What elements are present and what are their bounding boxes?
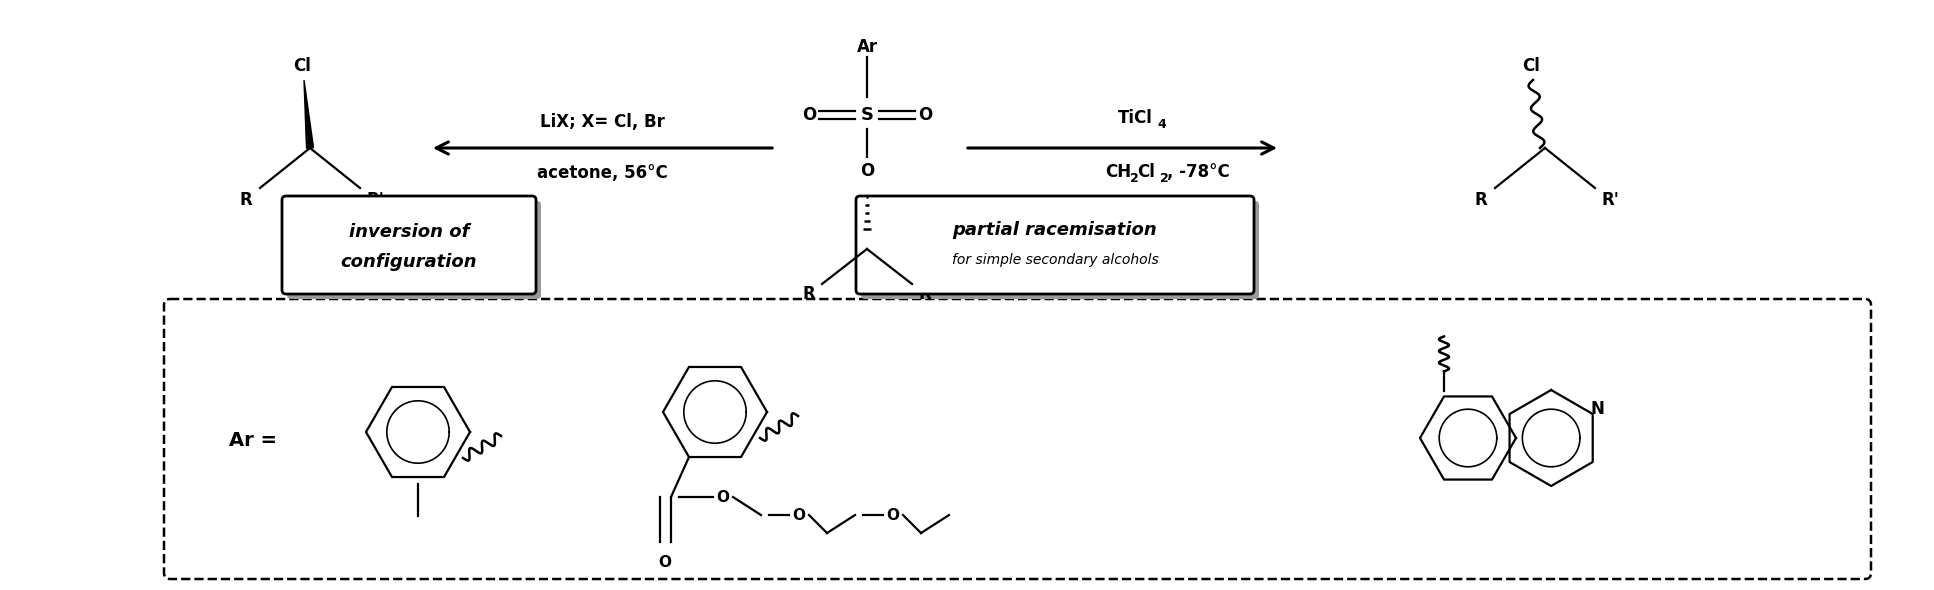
Text: configuration: configuration — [340, 253, 478, 271]
Text: inversion of: inversion of — [348, 223, 470, 241]
Text: for simple secondary alcohols: for simple secondary alcohols — [952, 253, 1158, 267]
Text: O: O — [861, 162, 874, 180]
Text: S: S — [861, 106, 874, 124]
Text: R': R' — [919, 285, 936, 303]
Text: Cl: Cl — [1522, 57, 1539, 75]
Text: Ar =: Ar = — [228, 431, 277, 450]
Text: O: O — [919, 106, 932, 124]
Text: O: O — [803, 106, 816, 124]
Polygon shape — [304, 80, 313, 148]
Text: R': R' — [1601, 191, 1619, 209]
Text: R': R' — [366, 191, 385, 209]
FancyBboxPatch shape — [857, 196, 1253, 294]
Text: R: R — [240, 191, 251, 209]
Text: R: R — [1474, 191, 1487, 209]
Text: O: O — [886, 507, 899, 523]
Text: N: N — [1592, 400, 1605, 418]
Text: CH: CH — [1104, 163, 1131, 181]
Text: O: O — [793, 507, 805, 523]
FancyBboxPatch shape — [861, 201, 1259, 299]
Text: 2: 2 — [1129, 172, 1139, 185]
Text: O: O — [716, 490, 729, 504]
FancyBboxPatch shape — [286, 201, 542, 299]
Text: Cl: Cl — [294, 57, 311, 75]
Text: R: R — [803, 285, 816, 303]
Text: 2: 2 — [1160, 172, 1168, 185]
Text: TiCl: TiCl — [1118, 109, 1153, 127]
Text: Cl: Cl — [1137, 163, 1155, 181]
Text: , -78°C: , -78°C — [1166, 163, 1230, 181]
Text: LiX; X= Cl, Br: LiX; X= Cl, Br — [540, 113, 665, 131]
FancyBboxPatch shape — [282, 196, 536, 294]
Text: O: O — [658, 555, 671, 569]
Text: partial racemisation: partial racemisation — [953, 221, 1157, 239]
FancyBboxPatch shape — [164, 299, 1870, 579]
Text: Ar: Ar — [857, 38, 878, 56]
Text: 4: 4 — [1157, 119, 1166, 132]
Text: acetone, 56°C: acetone, 56°C — [536, 164, 667, 182]
